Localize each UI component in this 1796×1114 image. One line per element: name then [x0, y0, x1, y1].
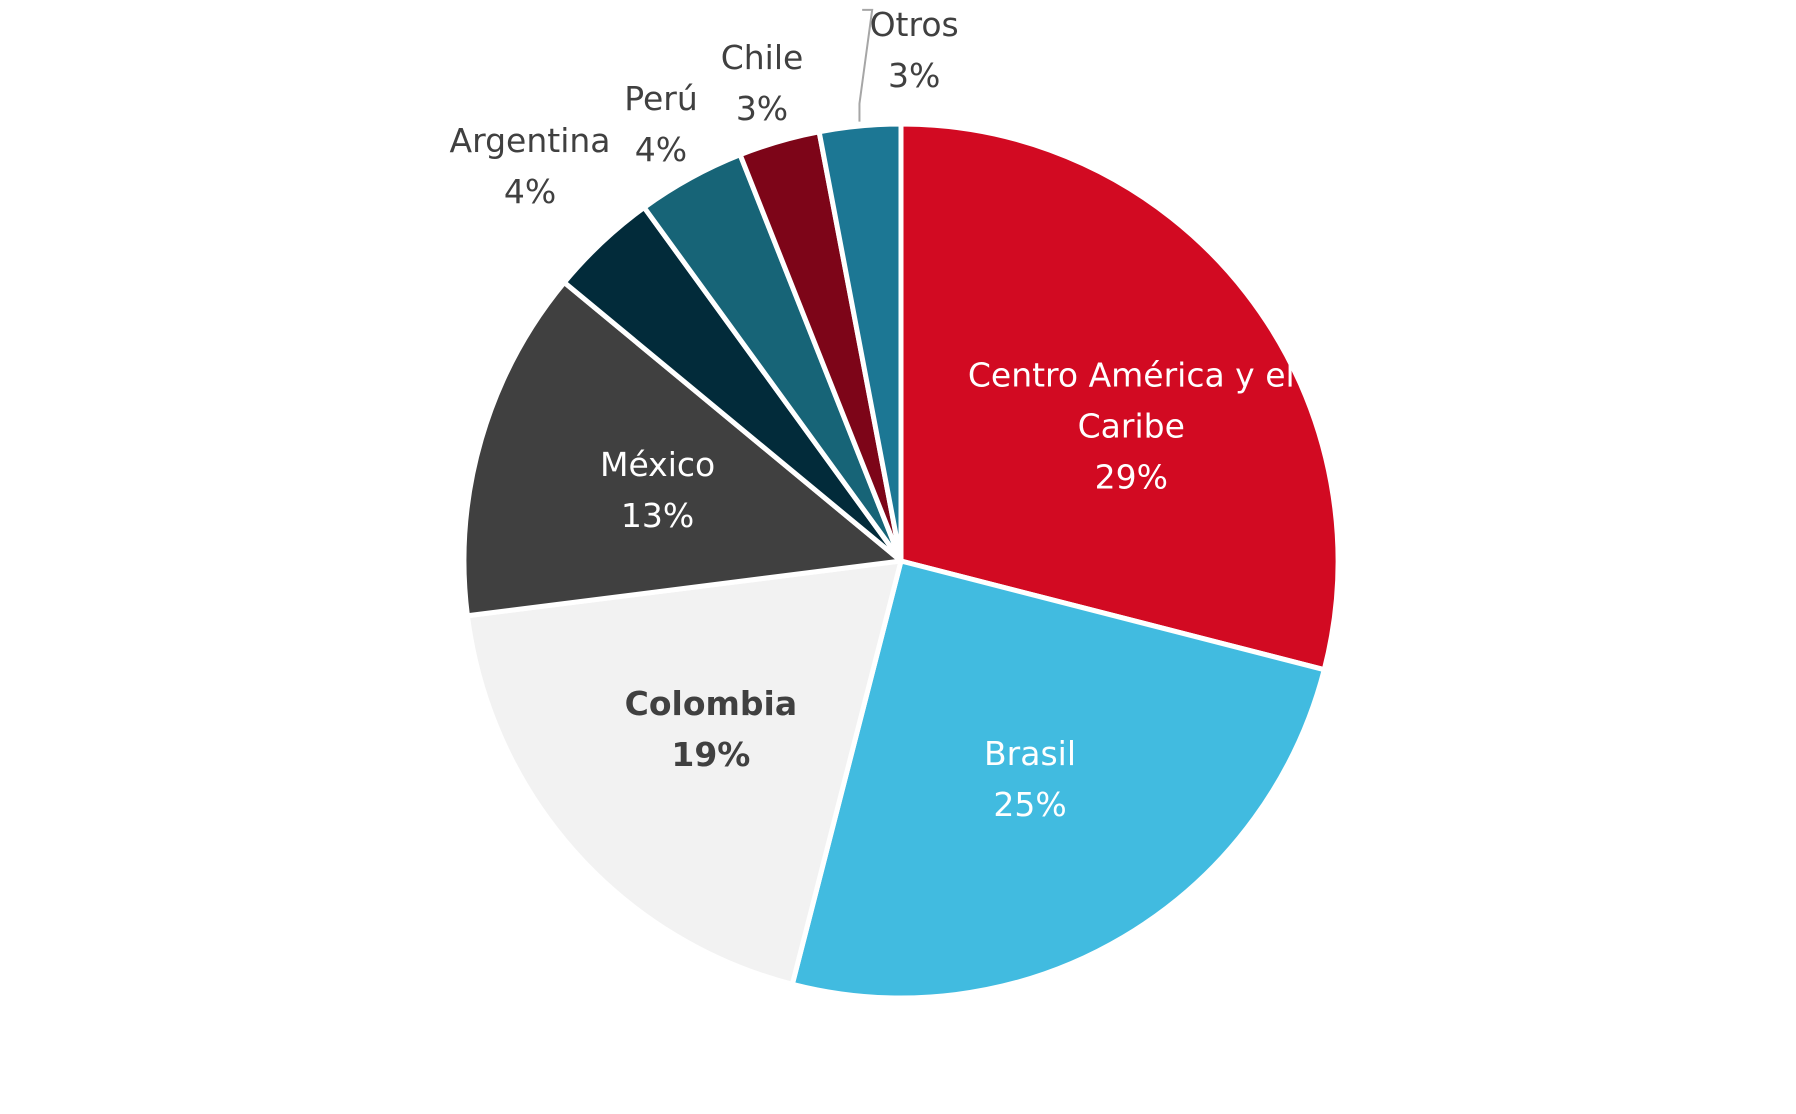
value-label: 3% — [735, 88, 789, 128]
value-label: 29% — [1094, 457, 1168, 497]
value-label: 13% — [620, 496, 695, 536]
category-label: Otros — [869, 4, 959, 44]
category-label: México — [599, 445, 716, 485]
pie-slice — [464, 558, 904, 987]
leader-line — [858, 8, 874, 122]
slice-label: Perú 4% — [481, 73, 841, 175]
pie-slice — [789, 558, 1327, 1001]
slice-label: Colombia 19% — [531, 678, 891, 780]
value-label: 19% — [671, 734, 751, 774]
category-label: Perú — [624, 79, 698, 119]
pie-slice — [898, 121, 1341, 673]
value-label: 25% — [993, 785, 1067, 825]
slice-label: México 13% — [478, 439, 838, 541]
value-label: 4% — [634, 130, 688, 170]
pie-slice — [816, 121, 904, 564]
slice-label: Chile 3% — [582, 32, 942, 134]
value-label: 4% — [503, 171, 557, 211]
category-label: Chile — [720, 37, 804, 77]
slice-label: Otros 3% — [734, 0, 1094, 101]
slice-label: Brasil 25% — [850, 728, 1210, 830]
value-label: 3% — [887, 55, 941, 95]
pie-slice — [461, 279, 904, 619]
category-label: Centro América y el Caribe — [967, 355, 1295, 446]
slice-label: Centro América y el Caribe 29% — [966, 349, 1296, 502]
category-label: Brasil — [984, 734, 1076, 774]
slice-label: Argentina 4% — [350, 115, 710, 217]
category-label: Argentina — [449, 120, 611, 160]
category-label: Colombia — [624, 683, 798, 723]
